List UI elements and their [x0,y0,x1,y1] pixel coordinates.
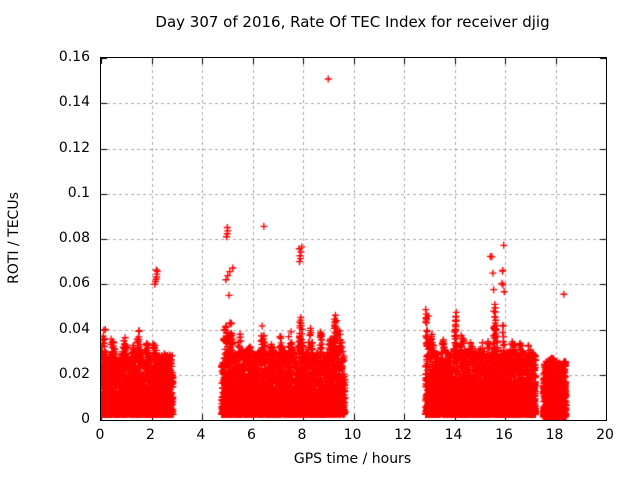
x-tick-label: 18 [545,427,564,443]
y-tick-label: 0.14 [58,94,90,111]
y-tick-label: 0 [81,411,90,427]
x-tick-label: 4 [196,427,206,443]
y-tick-label: 0.02 [58,365,90,382]
x-tick-label: 20 [596,427,614,443]
y-tick-label: 0.1 [67,184,90,201]
x-tick-label: 16 [495,427,513,443]
x-tick-label: 8 [297,427,307,443]
y-tick-label: 0.06 [58,275,90,292]
plot-canvas [101,58,606,420]
x-tick-label: 6 [247,427,256,443]
plot-area [100,57,607,421]
x-tick-label: 14 [444,427,463,443]
y-tick-label: 0.08 [58,230,90,246]
x-tick-label: 2 [146,427,155,443]
x-tick-label: 12 [394,427,412,443]
y-tick-label: 0.16 [58,49,90,65]
y-tick-label: 0.12 [58,139,90,156]
x-tick-label: 0 [95,427,105,443]
x-tick-label: 10 [343,427,362,443]
y-tick-label: 0.04 [58,320,90,337]
x-axis-label: GPS time / hours [293,451,412,467]
plot-title: Day 307 of 2016, Rate Of TEC Index for r… [155,13,550,31]
